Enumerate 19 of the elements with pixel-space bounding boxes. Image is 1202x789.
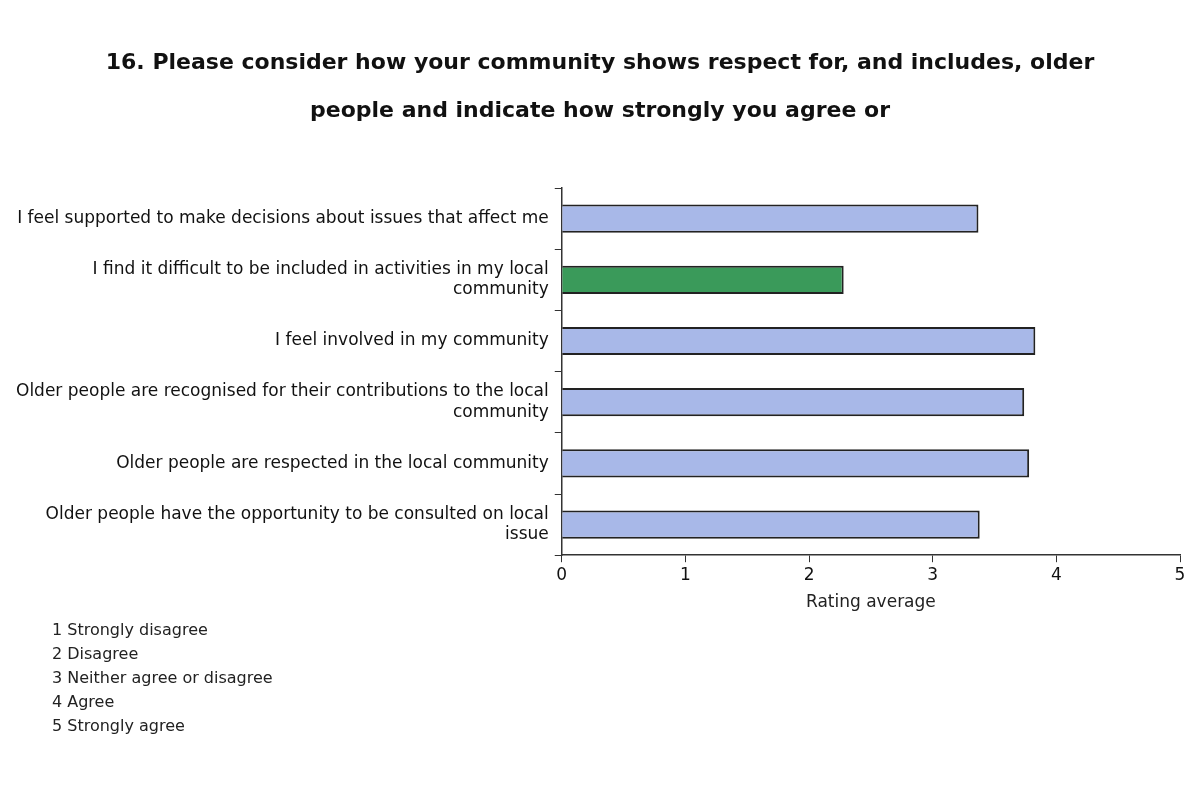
y-tick-label: Older people are respected in the local community — [116, 451, 549, 472]
text: 1 Strongly disagree — [52, 619, 209, 641]
y-tick-label: I feel involved in my community — [275, 329, 549, 350]
x-tick-label: 4 — [1050, 563, 1062, 584]
text: 3 Neither agree or disagree — [52, 667, 273, 689]
chart-title: 16. Please consider how your community shows respect for, and includes, older people and indicate how strongly you agree or — [104, 48, 1096, 124]
x-tick-label: 0 — [556, 563, 568, 584]
y-tick-label: I find it difficult to be included in activities in my local community — [92, 258, 549, 299]
y-tick-label: Older people have the opportunity to be consulted on local issue — [45, 502, 549, 544]
text: 5 Strongly agree — [52, 715, 186, 737]
y-tick-label: I feel supported to make decisions about issues that affect me — [17, 207, 549, 228]
text: 2 Disagree — [52, 643, 140, 665]
text: 4 Agree — [52, 691, 116, 713]
x-axis-title: Rating average — [805, 591, 936, 612]
x-tick-label: 3 — [927, 563, 939, 584]
x-tick-label: 5 — [1174, 563, 1186, 584]
x-tick-label: 2 — [803, 563, 815, 584]
x-tick-label: 1 — [679, 563, 691, 584]
y-tick-label: Older people are recognised for their contributions to the local community — [16, 380, 549, 421]
